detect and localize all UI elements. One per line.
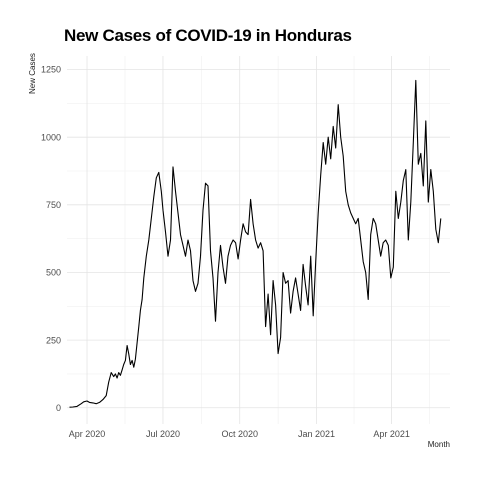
x-tick-label: Oct 2020 — [221, 429, 258, 439]
x-axis-label: Month — [427, 440, 450, 449]
x-tick-label: Apr 2020 — [69, 429, 106, 439]
y-tick-label: 500 — [46, 268, 61, 278]
x-tick-label: Jul 2020 — [146, 429, 180, 439]
x-tick-label: Apr 2021 — [373, 429, 410, 439]
series-line — [69, 79, 442, 408]
y-tick-label: 1000 — [41, 132, 61, 142]
tick-label-layer: 0 250 500 750 1000 1250 Apr 2020 Jul 2020 Oct 20… — [41, 65, 410, 439]
x-tick-label: Jan 2021 — [298, 429, 335, 439]
y-tick-label: 250 — [46, 335, 61, 345]
y-tick-label: 0 — [56, 403, 61, 413]
y-tick-label: 750 — [46, 200, 61, 210]
chart-title: New Cases of COVID-19 in Honduras — [64, 26, 352, 45]
series-layer — [69, 79, 442, 408]
y-tick-label: 1250 — [41, 65, 61, 75]
grid-layer — [67, 56, 450, 424]
